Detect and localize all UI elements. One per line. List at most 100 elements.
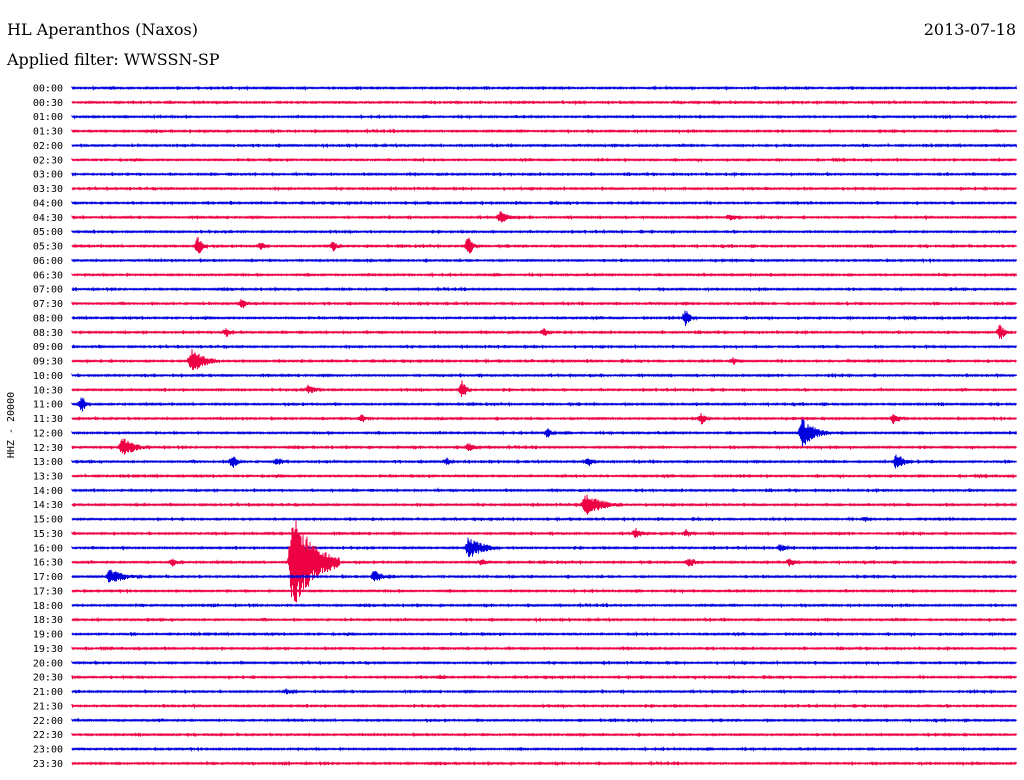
row-label-1930: 19:30 xyxy=(33,644,63,655)
date-label: 2013-07-18 xyxy=(923,20,1016,39)
trace-1430 xyxy=(71,494,1017,515)
trace-0730 xyxy=(71,298,1017,309)
row-label-2130: 21:30 xyxy=(33,701,63,712)
row-label-0730: 07:30 xyxy=(33,299,63,310)
trace-0630 xyxy=(71,271,1017,278)
trace-0130 xyxy=(71,127,1017,135)
row-label-1400: 14:00 xyxy=(33,486,63,497)
trace-0230 xyxy=(71,156,1017,164)
row-label-0230: 02:30 xyxy=(33,155,63,166)
row-label-1130: 11:30 xyxy=(33,414,63,425)
row-label-0100: 01:00 xyxy=(33,112,63,123)
trace-1030 xyxy=(71,380,1017,398)
row-label-2100: 21:00 xyxy=(33,687,63,698)
trace-1330 xyxy=(71,472,1017,480)
trace-0100 xyxy=(71,113,1017,120)
trace-1800 xyxy=(71,602,1017,609)
row-label-1000: 10:00 xyxy=(33,371,63,382)
trace-1930 xyxy=(71,645,1017,652)
row-label-2330: 23:30 xyxy=(33,759,63,770)
trace-0930 xyxy=(71,349,1017,370)
trace-group xyxy=(71,84,1017,767)
row-label-1730: 17:30 xyxy=(33,587,63,598)
trace-0400 xyxy=(71,199,1017,207)
station-title: HL Aperanthos (Naxos) xyxy=(7,20,198,39)
trace-1230 xyxy=(71,438,1017,455)
row-label-1600: 16:00 xyxy=(33,543,63,554)
row-label-1430: 14:30 xyxy=(33,500,63,511)
trace-1630 xyxy=(71,520,1017,603)
row-label-1330: 13:30 xyxy=(33,472,63,483)
y-axis-label: HHZ - 20000 xyxy=(6,392,17,458)
trace-2100 xyxy=(71,688,1017,695)
filter-name: WWSSN-SP xyxy=(123,50,220,69)
trace-1730 xyxy=(71,587,1017,595)
row-label-1200: 12:00 xyxy=(33,428,63,439)
row-label-2230: 22:30 xyxy=(33,730,63,741)
trace-0300 xyxy=(71,170,1017,178)
row-label-1800: 18:00 xyxy=(33,601,63,612)
row-label-0800: 08:00 xyxy=(33,313,63,324)
tick-label-group: 00:00 00:30 01:00 01:30 02:00 02:30 03:00 03:30… xyxy=(33,84,63,770)
trace-1200 xyxy=(71,419,1017,448)
trace-1300 xyxy=(71,454,1017,469)
trace-2300 xyxy=(71,745,1017,753)
trace-1700 xyxy=(71,569,1017,583)
row-label-1630: 16:30 xyxy=(33,558,63,569)
row-label-0300: 03:00 xyxy=(33,170,63,181)
trace-2130 xyxy=(71,702,1017,710)
row-label-2200: 22:00 xyxy=(33,716,63,727)
trace-0330 xyxy=(71,185,1017,192)
row-label-0700: 07:00 xyxy=(33,285,63,296)
row-label-1830: 18:30 xyxy=(33,615,63,626)
trace-0430 xyxy=(71,211,1017,223)
row-label-1500: 15:00 xyxy=(33,515,63,526)
trace-0000 xyxy=(71,84,1017,92)
trace-0200 xyxy=(71,142,1017,149)
trace-1130 xyxy=(71,413,1017,425)
trace-0900 xyxy=(71,343,1017,350)
row-label-0500: 05:00 xyxy=(33,227,63,238)
trace-1530 xyxy=(71,528,1017,539)
row-label-0930: 09:30 xyxy=(33,357,63,368)
trace-0530 xyxy=(71,236,1017,254)
trace-2000 xyxy=(71,659,1017,666)
trace-0500 xyxy=(71,228,1017,235)
row-label-1030: 10:30 xyxy=(33,385,63,396)
row-label-0400: 04:00 xyxy=(33,199,63,210)
filter-prefix: Applied filter: xyxy=(7,50,124,69)
filter-line: Applied filter: WWSSN-SP xyxy=(7,50,220,69)
row-label-2030: 20:30 xyxy=(33,673,63,684)
row-label-0200: 02:00 xyxy=(33,141,63,152)
row-label-2000: 20:00 xyxy=(33,658,63,669)
trace-1900 xyxy=(71,630,1017,638)
trace-1600 xyxy=(71,537,1017,557)
trace-1500 xyxy=(71,515,1017,523)
row-label-0830: 08:30 xyxy=(33,328,63,339)
trace-0700 xyxy=(71,286,1017,293)
trace-1100 xyxy=(71,397,1017,412)
trace-1400 xyxy=(71,487,1017,494)
trace-2330 xyxy=(71,760,1017,767)
trace-2200 xyxy=(71,717,1017,724)
row-label-0900: 09:00 xyxy=(33,342,63,353)
row-label-0630: 06:30 xyxy=(33,270,63,281)
trace-1000 xyxy=(71,372,1017,379)
row-label-1300: 13:00 xyxy=(33,457,63,468)
row-label-1900: 19:00 xyxy=(33,630,63,641)
row-label-0330: 03:30 xyxy=(33,184,63,195)
row-label-1100: 11:00 xyxy=(33,400,63,411)
row-label-1700: 17:00 xyxy=(33,572,63,583)
row-label-1530: 15:30 xyxy=(33,529,63,540)
row-label-2300: 23:00 xyxy=(33,745,63,756)
trace-0030 xyxy=(71,99,1017,106)
trace-0830 xyxy=(71,324,1017,340)
row-label-0000: 00:00 xyxy=(33,84,63,95)
row-label-0030: 00:30 xyxy=(33,98,63,109)
row-label-1230: 12:30 xyxy=(33,443,63,454)
row-label-0600: 06:00 xyxy=(33,256,63,267)
trace-2230 xyxy=(71,731,1017,738)
row-label-0130: 01:30 xyxy=(33,127,63,138)
trace-2030 xyxy=(71,673,1017,681)
